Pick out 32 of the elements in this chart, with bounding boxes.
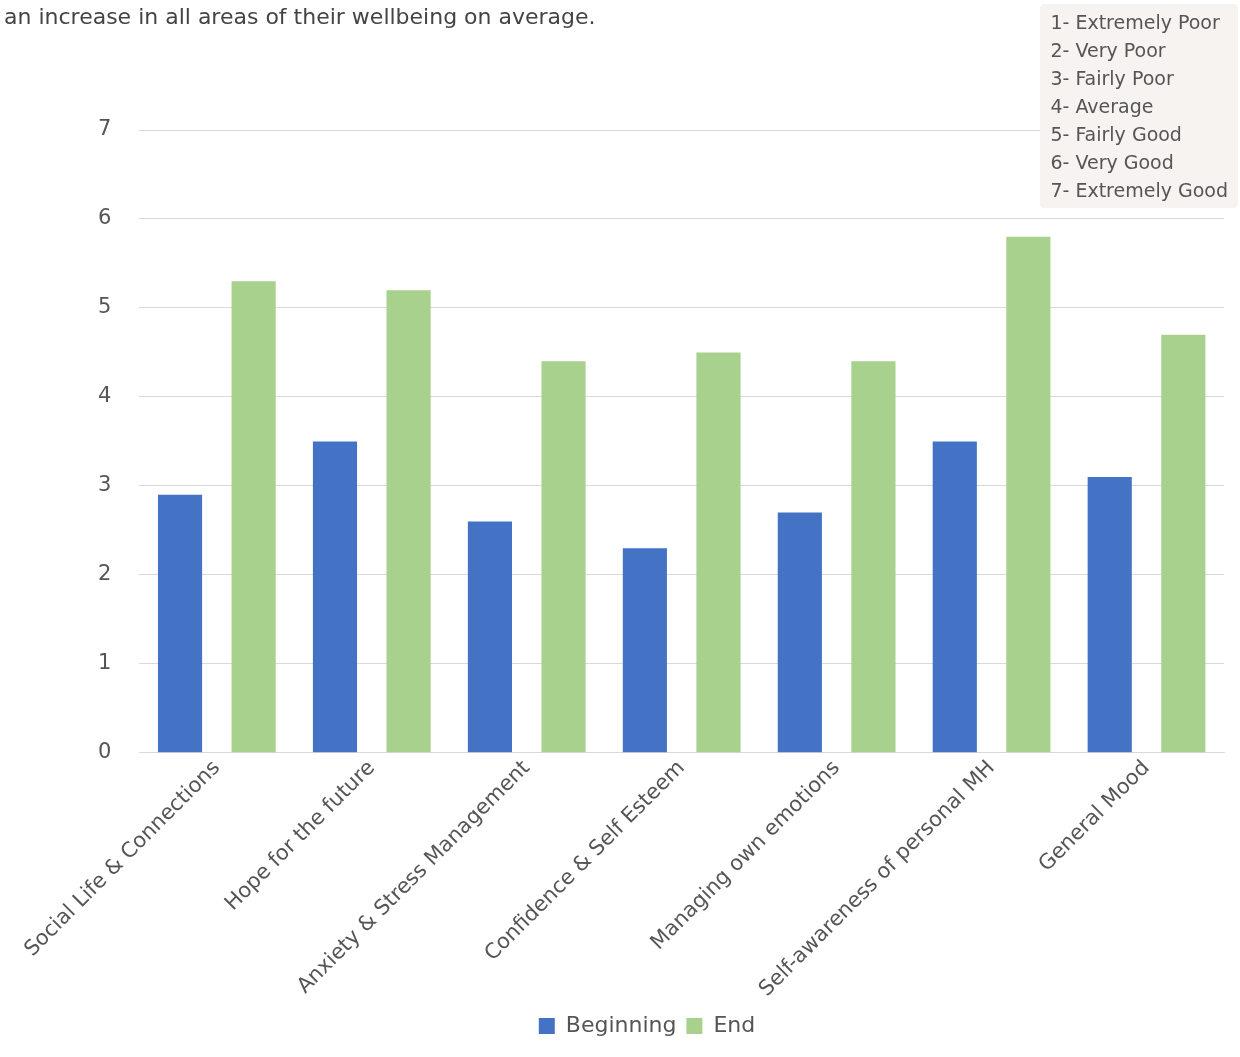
chart-subtitle: an increase in all areas of their wellbeing on average. <box>4 4 596 29</box>
text: 3- Fairly Poor <box>1050 66 1175 91</box>
bar <box>696 352 741 753</box>
annotation: 5- Fairly Good <box>1050 122 1183 147</box>
y-tick-label: 6 <box>97 205 112 230</box>
bar <box>1087 477 1132 753</box>
legend-label: Beginning <box>565 1011 677 1037</box>
text: 2- Very Poor <box>1050 38 1167 63</box>
bar <box>1006 236 1051 753</box>
y-tick-label: 2 <box>97 561 112 586</box>
text: 4- Average <box>1050 94 1155 119</box>
bar <box>851 361 896 753</box>
y-tick-label: 4 <box>97 383 112 408</box>
bar <box>386 290 431 753</box>
bar <box>777 512 822 753</box>
y-tick-label: 0 <box>97 739 112 764</box>
bar <box>622 548 667 753</box>
y-tick-label: 1 <box>97 650 112 675</box>
y-tick-label: 3 <box>97 472 112 497</box>
annotation: 6- Very Good <box>1050 150 1175 175</box>
bar <box>312 441 358 753</box>
text: 1- Extremely Poor <box>1050 10 1221 35</box>
legend-label: End <box>713 1011 756 1037</box>
bar <box>157 494 203 753</box>
bar <box>932 441 977 753</box>
bar <box>467 521 513 753</box>
y-tick-label: 7 <box>97 116 112 141</box>
bar <box>541 361 586 753</box>
bar <box>1161 334 1206 753</box>
bar <box>231 281 276 753</box>
annotation: 7- Extremely Good <box>1050 178 1228 203</box>
y-tick-label: 5 <box>97 294 112 319</box>
